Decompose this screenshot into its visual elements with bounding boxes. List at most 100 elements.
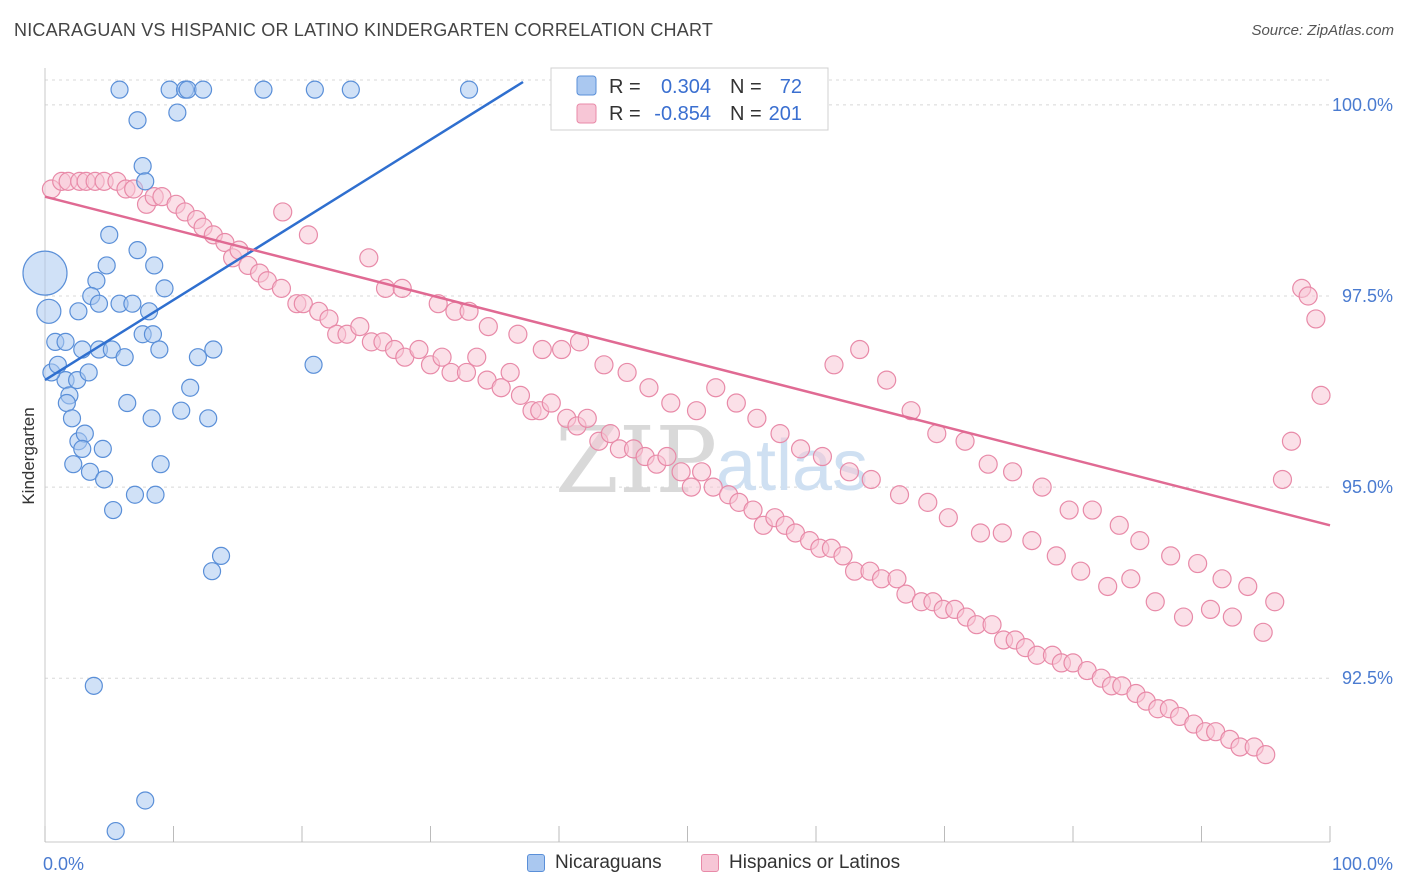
point-nicaraguans <box>56 332 75 351</box>
point-nicaraguans <box>202 562 222 581</box>
point-hispanics <box>298 225 319 245</box>
point-hispanics <box>901 401 921 421</box>
point-nicaraguans <box>69 302 88 321</box>
point-hispanics <box>467 347 487 367</box>
point-nicaraguans <box>62 409 82 428</box>
bottom-legend-label-nicaraguans: Nicaraguans <box>555 852 662 873</box>
point-hispanics <box>887 569 907 589</box>
point-nicaraguans <box>93 439 112 458</box>
legend-n-label-1: N = <box>730 76 762 98</box>
point-hispanics <box>681 477 701 497</box>
point-hispanics <box>271 278 292 298</box>
point-hispanics <box>671 462 691 482</box>
legend-n-value-1: 72 <box>780 76 802 98</box>
point-hispanics <box>703 477 723 497</box>
point-nicaraguans <box>150 340 169 359</box>
point-hispanics <box>938 508 958 528</box>
point-nicaraguans <box>133 156 152 176</box>
point-nicaraguans <box>305 80 324 99</box>
point-nicaraguans <box>142 409 161 428</box>
point-hispanics <box>432 347 452 367</box>
point-hispanics <box>970 523 991 543</box>
trend-lines <box>44 80 1331 527</box>
legend-n-label-2: N = <box>730 103 762 125</box>
point-hispanics <box>1298 286 1318 306</box>
point-hispanics <box>478 316 498 337</box>
point-hispanics <box>982 615 1002 635</box>
legend: R = 0.304 N = 72 R = -0.854 N = 201 <box>550 67 829 131</box>
point-hispanics <box>1253 622 1273 642</box>
point-hispanics <box>889 485 910 505</box>
point-nicaraguans <box>254 80 273 99</box>
point-nicaraguans <box>106 821 125 841</box>
bottom-legend-hispanics: Hispanics or Latinos <box>701 852 900 874</box>
legend-r-value-2: -0.854 <box>654 103 711 125</box>
point-nicaraguans <box>136 791 155 810</box>
point-nicaraguans <box>100 225 119 244</box>
point-nicaraguans <box>172 401 191 420</box>
point-hispanics <box>1222 607 1242 627</box>
point-nicaraguans <box>168 103 187 122</box>
point-nicaraguans <box>89 294 109 313</box>
point-hispanics <box>1306 309 1326 329</box>
chart-source: Source: ZipAtlas.com <box>1251 22 1394 39</box>
legend-box <box>550 67 829 131</box>
bottom-legend-label-hispanics: Hispanics or Latinos <box>729 852 901 873</box>
point-hispanics <box>918 492 938 512</box>
point-hispanics <box>1256 745 1276 765</box>
bottom-legend-nicaraguans: Nicaraguans <box>527 852 662 874</box>
point-hispanics <box>1082 500 1102 520</box>
point-nicaraguans <box>145 256 164 275</box>
point-nicaraguans <box>36 298 62 324</box>
point-nicaraguans <box>104 500 123 520</box>
legend-swatch-hispanics <box>576 103 597 124</box>
point-nicaraguans <box>204 340 223 359</box>
point-hispanics <box>877 370 897 390</box>
bottom-legend: Nicaraguans Hispanics or Latinos <box>0 852 1406 878</box>
x-tick-label-max: 100.0% <box>1332 854 1393 874</box>
point-nicaraguans <box>304 355 323 374</box>
point-nicaraguans <box>459 80 479 99</box>
point-nicaraguans <box>155 279 174 298</box>
point-hispanics <box>350 316 370 337</box>
point-nicaraguans <box>123 294 142 313</box>
point-nicaraguans <box>193 80 213 99</box>
point-nicaraguans <box>97 256 116 275</box>
point-hispanics <box>661 393 681 413</box>
point-hispanics <box>1121 569 1141 589</box>
point-hispanics <box>812 446 833 467</box>
point-hispanics <box>1071 561 1091 581</box>
point-hispanics <box>861 469 881 490</box>
point-hispanics <box>359 248 379 268</box>
point-hispanics <box>639 378 659 398</box>
legend-r-value-1: 0.304 <box>661 76 711 98</box>
point-hispanics <box>1046 546 1066 566</box>
legend-swatch-nicaraguans <box>576 75 597 96</box>
point-hispanics <box>1272 469 1293 490</box>
point-nicaraguans <box>128 111 147 130</box>
point-hispanics <box>1022 531 1042 551</box>
point-hispanics <box>1311 385 1331 405</box>
y-axis-label: Kindergarten <box>19 407 38 504</box>
y-tick-label: 95.0% <box>1342 477 1393 497</box>
point-nicaraguans <box>110 80 129 99</box>
chart-title: NICARAGUAN VS HISPANIC OR LATINO KINDERG… <box>14 20 714 40</box>
point-nicaraguans <box>118 393 137 413</box>
point-nicaraguans <box>341 80 360 99</box>
point-hispanics <box>726 393 746 413</box>
point-hispanics <box>1161 546 1181 566</box>
point-hispanics <box>686 401 707 421</box>
point-hispanics <box>743 500 763 520</box>
point-hispanics <box>1188 553 1208 574</box>
point-hispanics <box>1281 431 1302 451</box>
point-nicaraguans <box>22 250 68 296</box>
point-hispanics <box>824 355 844 375</box>
legend-swatch-blue <box>527 854 545 872</box>
point-hispanics <box>600 424 621 444</box>
trend-line-hispanics <box>44 195 1331 527</box>
point-hispanics <box>273 202 293 222</box>
point-hispanics <box>992 523 1012 543</box>
point-nicaraguans <box>115 348 134 367</box>
point-hispanics <box>706 378 726 398</box>
